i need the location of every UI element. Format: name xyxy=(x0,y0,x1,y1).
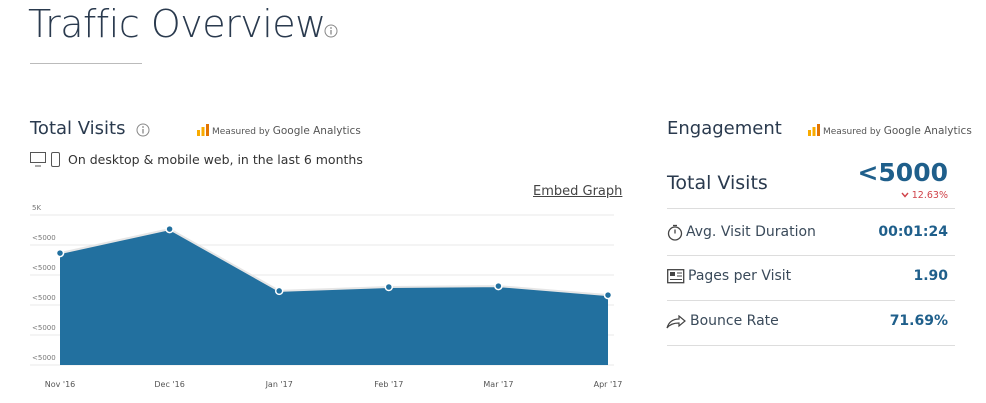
metric-value: 1.90 xyxy=(913,268,948,284)
data-point xyxy=(165,224,174,234)
divider xyxy=(667,345,955,346)
bounce-icon xyxy=(666,315,686,329)
metric-value: 00:01:24 xyxy=(878,224,948,240)
ga-name: Google Analytics xyxy=(883,125,972,137)
x-tick-label: Mar '17 xyxy=(483,380,513,389)
y-tick-label: <5000 xyxy=(32,294,56,302)
area-line xyxy=(59,228,609,297)
x-tick-label: Feb '17 xyxy=(374,380,403,389)
metric-value: <5000 xyxy=(857,158,948,187)
metric-label: Avg. Visit Duration xyxy=(686,224,816,240)
measured-by: Measured by xyxy=(823,127,881,137)
metric-label: Total Visits xyxy=(667,172,768,194)
y-tick-label: <5000 xyxy=(32,234,56,242)
ga-icon xyxy=(808,124,820,136)
divider xyxy=(667,255,955,256)
device-icons xyxy=(30,152,60,167)
x-tick-label: Jan '17 xyxy=(265,380,293,389)
ga-badge: Measured by Google Analytics xyxy=(823,125,972,137)
panel-title: Engagement xyxy=(667,118,782,139)
panel-subtitle: On desktop & mobile web, in the last 6 m… xyxy=(68,152,363,167)
x-tick-label: Dec '16 xyxy=(154,380,184,389)
embed-link[interactable]: Embed Graph xyxy=(533,184,623,199)
divider xyxy=(667,300,955,301)
info-icon[interactable] xyxy=(136,123,150,137)
data-point xyxy=(603,290,613,300)
data-point xyxy=(274,286,284,296)
x-tick-label: Nov '16 xyxy=(45,380,76,389)
measured-by: Measured by xyxy=(212,127,270,137)
y-tick-label: 5K xyxy=(32,204,41,212)
ga-icon xyxy=(197,124,209,136)
x-tick-label: Apr '17 xyxy=(594,380,623,389)
y-tick-label: <5000 xyxy=(32,324,56,332)
panel-title: Total Visits xyxy=(30,118,126,139)
metric-label: Bounce Rate xyxy=(690,313,779,329)
divider xyxy=(667,208,955,209)
ga-badge: Measured by Google Analytics xyxy=(212,125,361,137)
info-icon[interactable] xyxy=(324,24,338,38)
data-point xyxy=(384,282,394,292)
stopwatch-icon xyxy=(667,224,683,241)
change-value: 12.63% xyxy=(911,190,948,201)
down-arrow xyxy=(901,192,909,198)
area xyxy=(60,229,608,365)
chart: <5000 <5000 <5000 <5000 <5000 5K Nov '16 Dec '1… xyxy=(30,204,623,389)
divider xyxy=(30,63,142,64)
y-tick-label: <5000 xyxy=(32,264,56,272)
data-point xyxy=(494,281,503,291)
page-title: Traffic Overview xyxy=(28,2,326,46)
ga-name: Google Analytics xyxy=(272,125,361,137)
data-point xyxy=(55,248,65,258)
metric-value: 71.69% xyxy=(889,313,948,329)
metric-label: Pages per Visit xyxy=(688,268,792,284)
pages-icon xyxy=(667,269,685,284)
metric-change: 12.63% xyxy=(901,190,948,201)
y-tick-label: <5000 xyxy=(32,354,56,362)
